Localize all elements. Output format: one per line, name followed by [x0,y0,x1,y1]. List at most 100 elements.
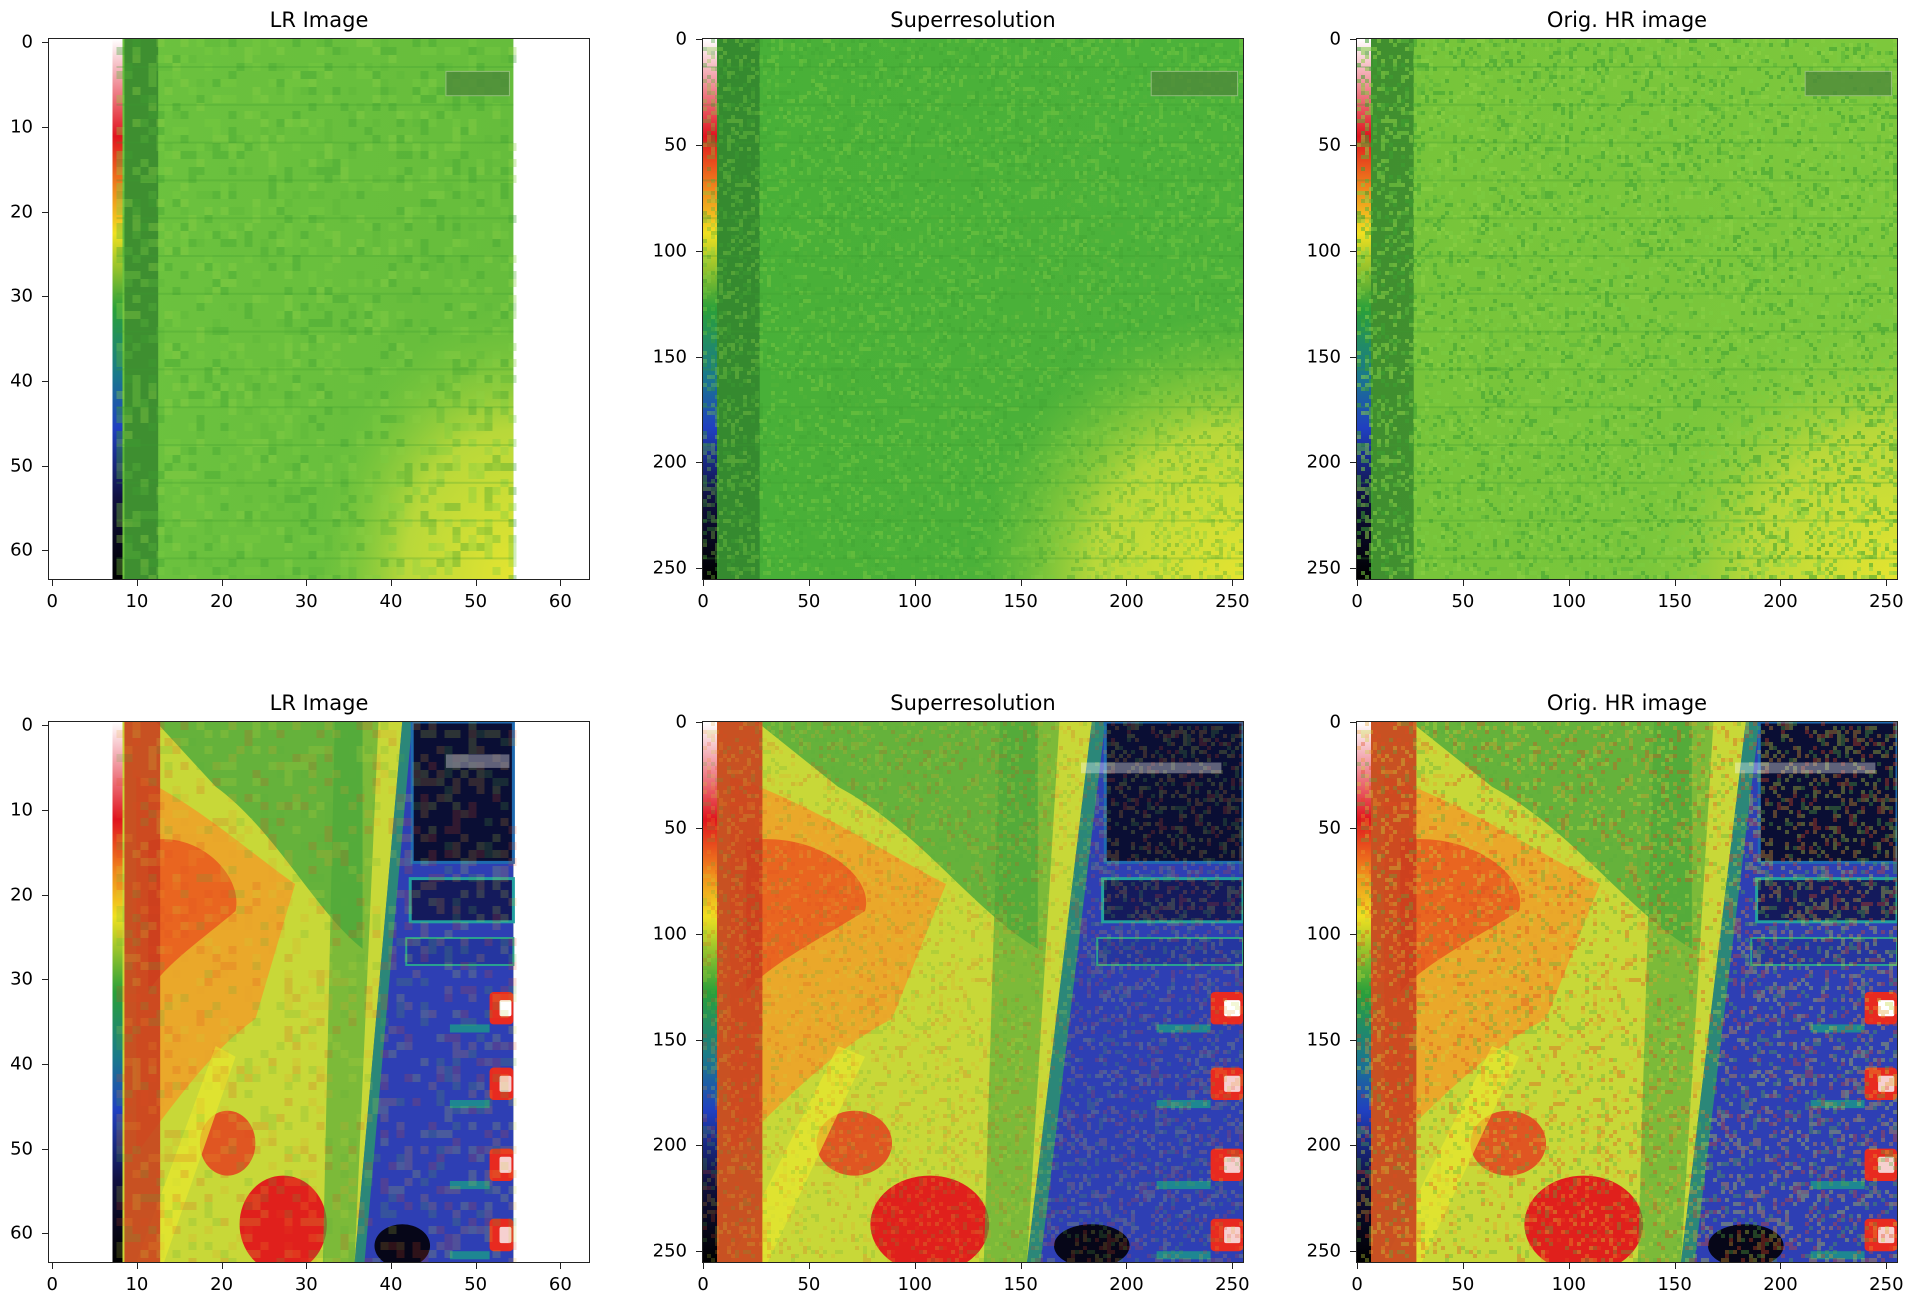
x-tick-label: 60 [549,1265,572,1295]
x-tick-label: 60 [549,582,572,612]
x-tick-mark [475,580,477,586]
x-tick-mark [1674,1263,1676,1269]
x-tick-mark [1886,1263,1888,1269]
dark-strip [124,39,159,579]
colorbar-strip [112,39,123,579]
panel-title: LR Image [48,8,590,32]
x-tick-mark [560,580,562,586]
x-tick-mark [1126,580,1128,586]
x-tick-label: 250 [1215,582,1249,612]
y-tick-label: 250 [1307,558,1350,579]
y-tick-mark [696,568,702,570]
y-tick-label: 100 [1307,923,1350,944]
y-tick-label: 150 [653,1029,696,1050]
x-tick-label: 0 [1351,1265,1362,1295]
x-tick-label: 10 [125,582,148,612]
x-tick-label: 100 [1552,582,1586,612]
y-tick-label: 200 [653,452,696,473]
x-tick-label: 250 [1869,582,1903,612]
y-tick-label: 0 [1330,29,1350,50]
y-tick-mark [1350,1251,1356,1253]
x-tick-label: 0 [697,582,708,612]
y-tick-mark [1350,250,1356,252]
thermal-image [703,722,1243,1262]
y-tick-label: 250 [653,558,696,579]
texture [116,39,517,579]
x-tick-mark [475,1263,477,1269]
y-tick-mark [42,211,48,213]
texture [703,722,1243,1262]
x-tick-mark [1020,580,1022,586]
x-tick-mark [1232,1263,1234,1269]
y-tick-label: 0 [676,29,696,50]
image-frame [48,721,590,1263]
x-tick-label: 0 [697,1265,708,1295]
y-tick-label: 0 [22,32,42,53]
x-tick-mark [306,580,308,586]
x-tick-mark [221,580,223,586]
x-tick-label: 250 [1215,1265,1249,1295]
panel-title: Superresolution [702,691,1244,715]
x-tick-mark [1780,580,1782,586]
x-tick-label: 30 [295,1265,318,1295]
y-tick-label: 0 [676,712,696,733]
y-tick-label: 30 [10,286,42,307]
overlay-label-box [445,70,510,97]
panel-title: LR Image [48,691,590,715]
x-tick-label: 50 [464,1265,487,1295]
x-tick-mark [1357,1263,1359,1269]
y-tick-label: 40 [10,370,42,391]
y-tick-label: 0 [22,715,42,736]
x-tick-label: 50 [1451,582,1474,612]
y-tick-label: 30 [10,969,42,990]
x-tick-label: 150 [1003,582,1037,612]
y-tick-label: 50 [664,817,696,838]
y-tick-mark [696,933,702,935]
x-tick-mark [221,1263,223,1269]
image-canvas [703,39,1243,579]
overlay-label-box [1150,70,1239,97]
texture [1357,722,1897,1262]
y-tick-label: 20 [10,884,42,905]
y-tick-mark [696,39,702,41]
y-tick-label: 200 [1307,1135,1350,1156]
y-tick-label: 50 [1318,134,1350,155]
x-tick-mark [1674,580,1676,586]
image-canvas [1357,39,1897,579]
y-tick-label: 150 [1307,1029,1350,1050]
x-tick-mark [914,580,916,586]
y-tick-mark [1350,933,1356,935]
colorbar-strip [703,722,717,1262]
x-tick-label: 50 [797,1265,820,1295]
x-tick-label: 0 [47,1265,58,1295]
x-tick-label: 10 [125,1265,148,1295]
warm-corner [116,39,514,579]
x-tick-mark [914,1263,916,1269]
y-tick-mark [1350,1039,1356,1041]
y-tick-mark [42,465,48,467]
x-tick-mark [1462,580,1464,586]
panel-thermal-scene-3: Orig. HR image 0 50 100 150 200 250 0 50 100 150 20… [1307,691,1904,1295]
y-tick-mark [1350,39,1356,41]
image-frame [702,721,1244,1263]
image-frame [48,38,590,580]
y-tick-label: 100 [1307,240,1350,261]
y-tick-mark [1350,722,1356,724]
dark-strip [713,39,760,579]
y-tick-label: 200 [1307,452,1350,473]
y-tick-label: 200 [653,1135,696,1156]
y-tick-mark [42,42,48,44]
x-tick-label: 20 [210,1265,233,1295]
x-tick-label: 100 [1552,1265,1586,1295]
x-tick-mark [703,580,705,586]
x-tick-mark [560,1263,562,1269]
y-tick-label: 10 [10,116,42,137]
y-tick-label: 150 [1307,346,1350,367]
x-tick-mark [1780,1263,1782,1269]
y-tick-mark [696,462,702,464]
x-tick-mark [703,1263,705,1269]
y-tick-mark [42,725,48,727]
y-tick-mark [696,827,702,829]
x-tick-mark [1020,1263,1022,1269]
texture [1357,39,1897,579]
